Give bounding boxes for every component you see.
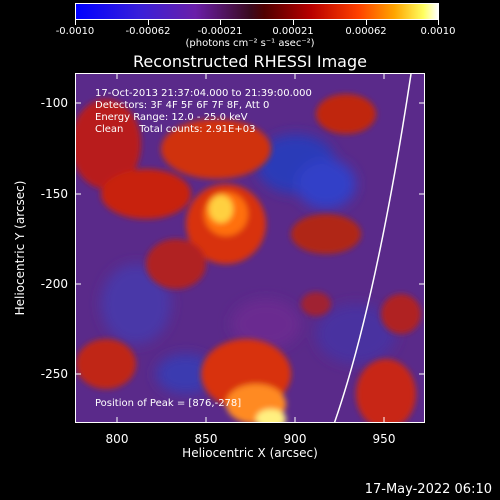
colorbar-tick-label: 0.00021 (272, 26, 314, 37)
image-title: Reconstructed RHESSI Image (133, 52, 367, 71)
y-tick-label: -100 (40, 96, 68, 110)
colorbar (75, 3, 439, 20)
colorbar-tick-label: -0.0010 (55, 26, 95, 37)
colorbar-tick-label: -0.00062 (125, 26, 171, 37)
x-axis-label: Heliocentric X (arcsec) (182, 446, 318, 460)
colorbar-tick-label: 0.0010 (420, 26, 456, 37)
rhessi-image-map (76, 74, 424, 422)
y-tick-label: -200 (40, 277, 68, 291)
colorbar-tick (220, 20, 221, 25)
y-axis-label: Heliocentric Y (arcsec) (13, 180, 27, 316)
colorbar-tick (75, 20, 76, 25)
colorbar-tick (293, 20, 294, 25)
colorbar-tick-label: 0.00062 (345, 26, 387, 37)
solar-limb (333, 74, 412, 422)
x-tick-label: 950 (372, 432, 396, 446)
x-tick-label: 850 (194, 432, 218, 446)
time-range-label: 17-Oct-2013 21:37:04.000 to 21:39:00.000 (95, 88, 312, 99)
colorbar-tick (438, 20, 439, 25)
colorbar-tick (366, 20, 367, 25)
x-tick-label: 800 (105, 432, 129, 446)
x-tick-label: 900 (283, 432, 307, 446)
y-tick-label: -150 (40, 187, 68, 201)
colorbar-tick-label: -0.00021 (197, 26, 243, 37)
colorbar-units: (photons cm⁻² s⁻¹ asec⁻²) (185, 38, 315, 49)
energy-range-label: Energy Range: 12.0 - 25.0 keV (95, 112, 248, 123)
clean-counts-label: Clean Total counts: 2.91E+03 (95, 124, 256, 135)
y-tick-label: -250 (40, 367, 68, 381)
creation-timestamp: 17-May-2022 06:10 (364, 482, 492, 497)
peak-position-label: Position of Peak = [876,-278] (95, 398, 242, 409)
detectors-label: Detectors: 3F 4F 5F 6F 7F 8F, Att 0 (95, 100, 270, 111)
rhessi-image (75, 73, 425, 423)
colorbar-tick (148, 20, 149, 25)
